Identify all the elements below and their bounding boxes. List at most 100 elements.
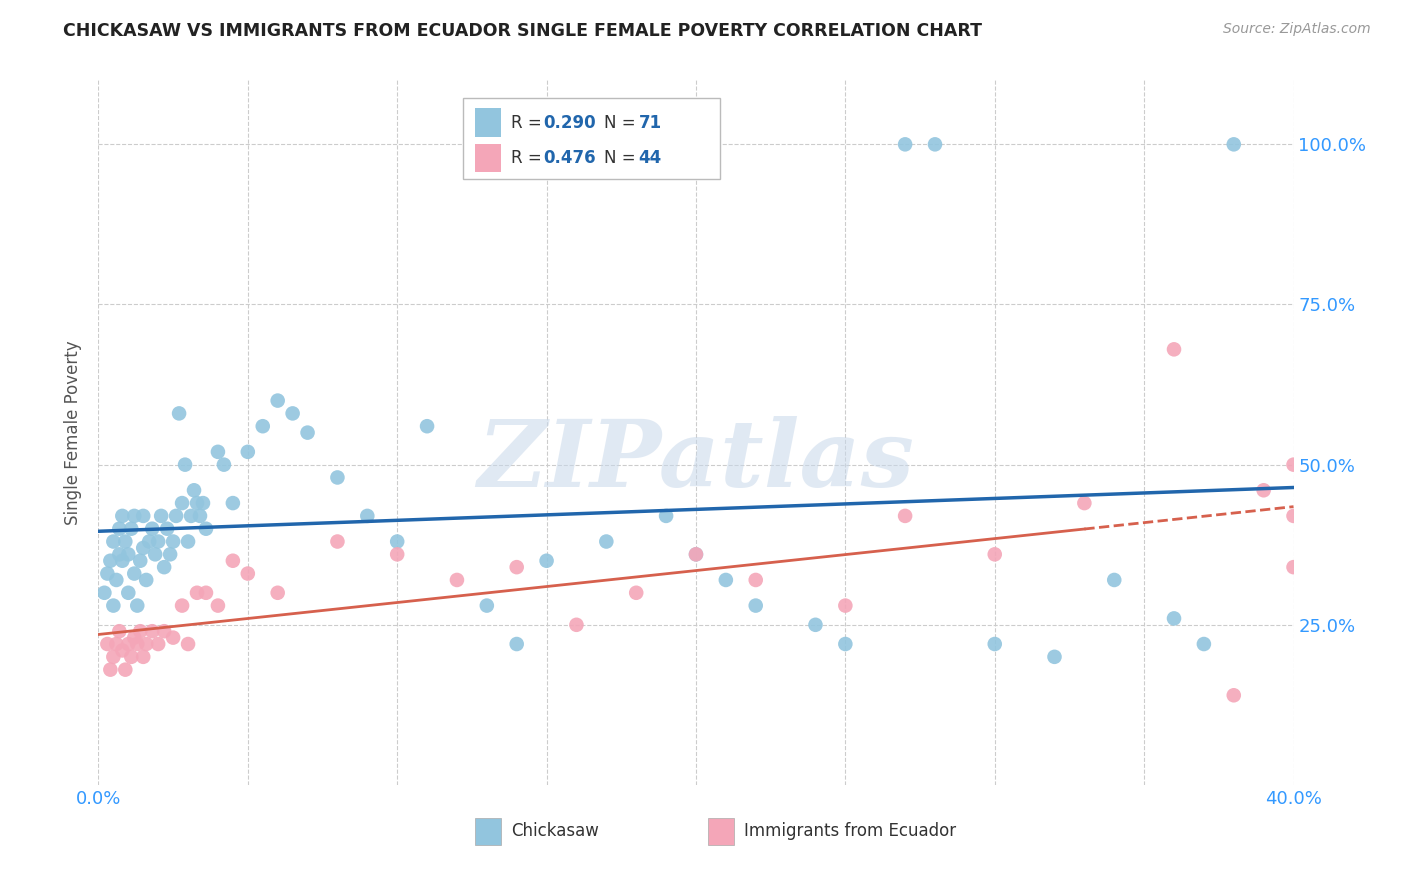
Point — [804, 617, 827, 632]
Point — [894, 508, 917, 523]
Point — [159, 547, 181, 561]
Point — [222, 496, 245, 510]
FancyBboxPatch shape — [475, 109, 501, 136]
Point — [135, 573, 157, 587]
Point — [117, 637, 139, 651]
Point — [124, 631, 146, 645]
Point — [117, 547, 139, 561]
Point — [385, 534, 409, 549]
Text: 44: 44 — [638, 149, 662, 167]
Point — [135, 637, 157, 651]
Point — [138, 534, 160, 549]
Point — [150, 508, 173, 523]
Point — [96, 566, 118, 581]
Point — [124, 508, 146, 523]
Point — [98, 554, 122, 568]
FancyBboxPatch shape — [709, 818, 734, 845]
Point — [143, 547, 166, 561]
Point — [148, 637, 170, 651]
Point — [1192, 637, 1215, 651]
Point — [124, 566, 146, 581]
Text: 0.290: 0.290 — [543, 113, 596, 131]
Point — [685, 547, 707, 561]
Point — [108, 547, 131, 561]
Point — [267, 586, 290, 600]
Point — [120, 649, 142, 664]
Point — [132, 541, 155, 555]
Point — [108, 624, 131, 639]
Point — [180, 508, 202, 523]
Point — [1163, 611, 1185, 625]
Point — [326, 470, 349, 484]
Point — [626, 586, 648, 600]
Point — [103, 649, 125, 664]
Point — [156, 522, 179, 536]
Point — [655, 508, 678, 523]
Point — [186, 586, 208, 600]
Text: CHICKASAW VS IMMIGRANTS FROM ECUADOR SINGLE FEMALE POVERTY CORRELATION CHART: CHICKASAW VS IMMIGRANTS FROM ECUADOR SIN… — [63, 22, 983, 40]
Point — [141, 522, 163, 536]
Point — [132, 508, 155, 523]
Point — [195, 586, 218, 600]
Point — [297, 425, 319, 440]
Point — [153, 624, 176, 639]
Point — [207, 445, 229, 459]
Point — [1104, 573, 1126, 587]
Point — [111, 554, 134, 568]
FancyBboxPatch shape — [475, 818, 501, 845]
Point — [475, 599, 498, 613]
Point — [894, 137, 917, 152]
Point — [114, 534, 136, 549]
Point — [111, 508, 134, 523]
Point — [506, 560, 529, 574]
Point — [745, 573, 768, 587]
Text: ZIPatlas: ZIPatlas — [478, 416, 914, 506]
Point — [834, 637, 856, 651]
Point — [127, 637, 149, 651]
Point — [834, 599, 856, 613]
Point — [446, 573, 468, 587]
Point — [195, 522, 218, 536]
Text: 0.476: 0.476 — [543, 149, 596, 167]
Point — [129, 554, 152, 568]
Point — [1223, 688, 1246, 702]
Point — [127, 599, 149, 613]
Point — [177, 637, 200, 651]
Point — [236, 566, 259, 581]
Point — [1223, 137, 1246, 152]
Point — [1282, 458, 1305, 472]
Point — [174, 458, 197, 472]
Point — [385, 547, 409, 561]
Point — [207, 599, 229, 613]
Point — [714, 573, 737, 587]
Point — [745, 599, 768, 613]
Point — [93, 586, 115, 600]
Point — [172, 599, 194, 613]
Point — [103, 534, 125, 549]
Text: N =: N = — [605, 149, 641, 167]
Point — [96, 637, 118, 651]
Point — [183, 483, 205, 498]
Point — [326, 534, 349, 549]
Point — [536, 554, 558, 568]
Point — [1282, 560, 1305, 574]
Point — [186, 496, 208, 510]
Point — [114, 663, 136, 677]
Point — [267, 393, 290, 408]
Point — [141, 624, 163, 639]
Point — [356, 508, 378, 523]
Point — [162, 534, 184, 549]
Point — [212, 458, 235, 472]
Text: Chickasaw: Chickasaw — [510, 822, 599, 840]
Text: 71: 71 — [638, 113, 662, 131]
Point — [111, 643, 134, 657]
Point — [1282, 508, 1305, 523]
Point — [105, 573, 128, 587]
Point — [685, 547, 707, 561]
Point — [188, 508, 211, 523]
Text: Immigrants from Ecuador: Immigrants from Ecuador — [744, 822, 956, 840]
Point — [222, 554, 245, 568]
Y-axis label: Single Female Poverty: Single Female Poverty — [65, 341, 83, 524]
Point — [132, 649, 155, 664]
Point — [120, 522, 142, 536]
